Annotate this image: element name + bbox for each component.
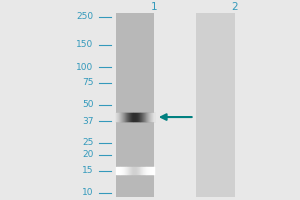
Text: 37: 37 — [82, 117, 94, 126]
Text: 250: 250 — [76, 12, 94, 21]
Text: 1: 1 — [151, 2, 158, 12]
Text: 20: 20 — [82, 150, 94, 159]
Text: 100: 100 — [76, 63, 94, 72]
Text: 75: 75 — [82, 78, 94, 87]
Text: 2: 2 — [231, 2, 238, 12]
Text: 50: 50 — [82, 100, 94, 109]
Text: 25: 25 — [82, 138, 94, 147]
Text: 15: 15 — [82, 166, 94, 175]
Text: 150: 150 — [76, 40, 94, 49]
Text: 10: 10 — [82, 188, 94, 197]
Bar — [116, 13, 154, 197]
Bar — [196, 13, 235, 197]
